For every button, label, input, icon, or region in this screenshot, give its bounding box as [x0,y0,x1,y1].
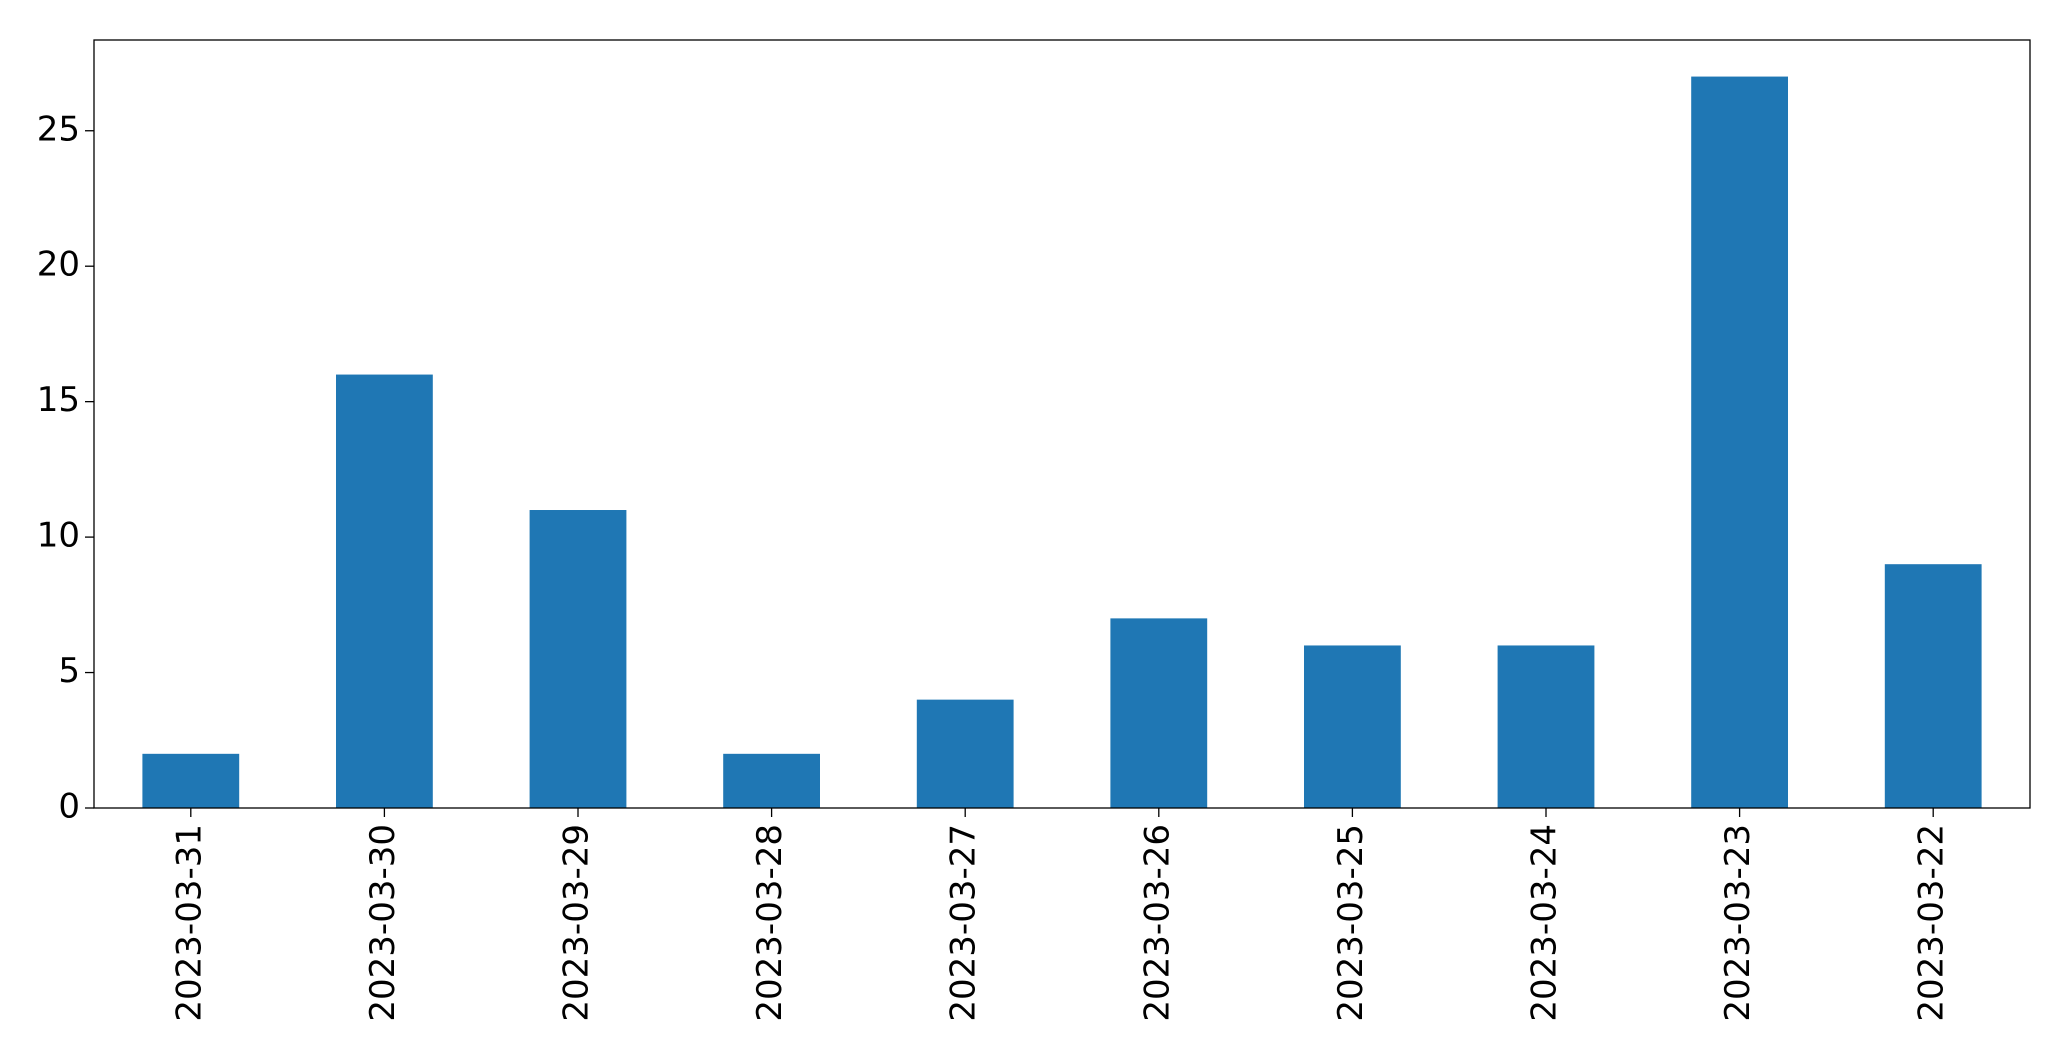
x-tick-label: 2023-03-29 [557,824,597,1022]
bar [529,510,627,808]
bar [1304,645,1401,808]
y-tick-label: 5 [58,651,80,691]
x-tick-label: 2023-03-26 [1137,824,1177,1022]
bar [916,699,1014,808]
y-tick-label: 10 [37,516,80,556]
bar [1497,645,1595,808]
bar [1691,76,1788,809]
axes-frame [93,39,2031,809]
y-tick-label: 0 [58,787,80,827]
y-tick-label: 25 [37,109,80,149]
x-tick-label: 2023-03-24 [1525,824,1565,1022]
x-tick-label: 2023-03-25 [1331,824,1371,1022]
x-tick-label: 2023-03-30 [363,824,403,1022]
x-tick-label: 2023-03-22 [1912,824,1952,1022]
x-tick-label: 2023-03-28 [750,824,790,1022]
bar [1110,618,1208,808]
x-tick-label: 2023-03-27 [944,824,984,1022]
x-tick-label: 2023-03-23 [1718,824,1758,1022]
y-tick-label: 20 [37,245,80,285]
x-tick-label: 2023-03-31 [169,824,209,1022]
bar [723,753,820,808]
bar [336,374,433,808]
y-tick-label: 15 [37,380,80,420]
bar [1884,564,1982,808]
bar [142,753,240,808]
